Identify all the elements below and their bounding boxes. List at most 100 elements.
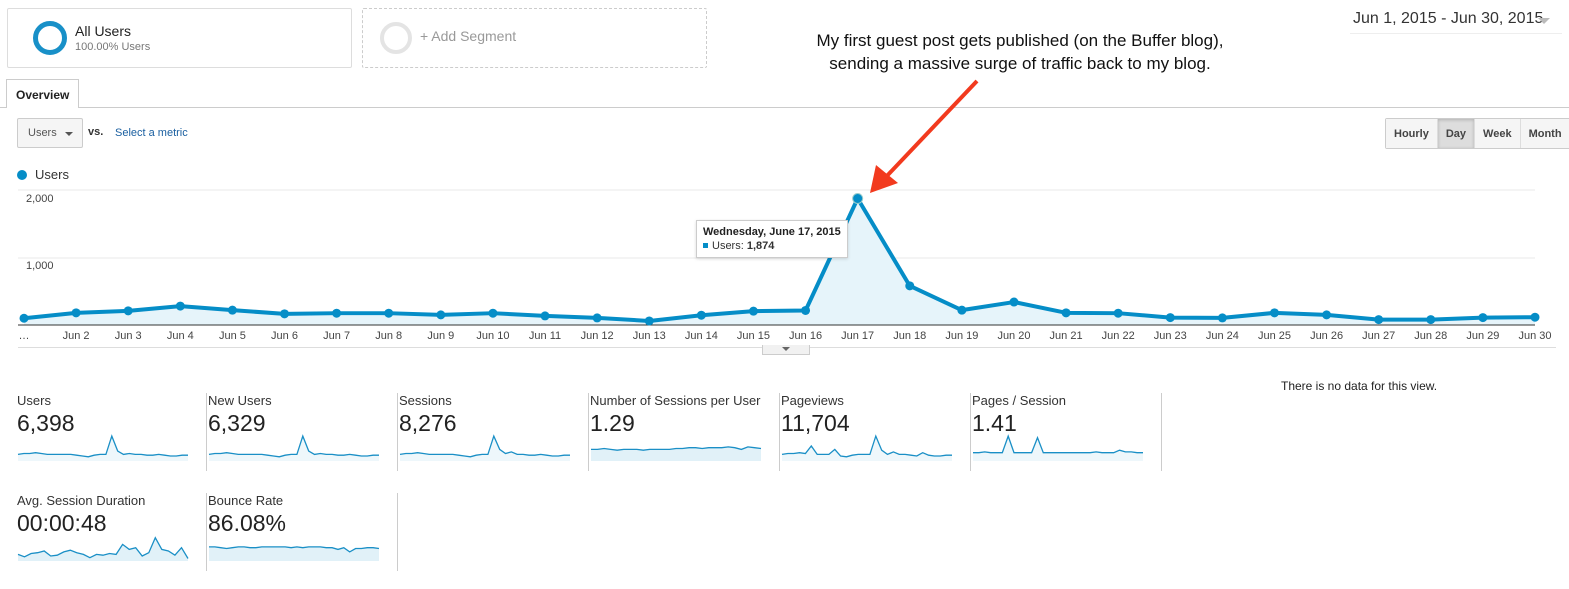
tooltip-value: 1,874 (746, 240, 775, 252)
sparkline (781, 434, 952, 461)
legend-dot-icon (17, 170, 27, 180)
x-tick-label: Jun 23 (1153, 330, 1187, 342)
x-tick-label: Jun 25 (1257, 330, 1291, 342)
y-tick-2000: 2,000 (26, 193, 54, 205)
granularity-hourly-button[interactable]: Hourly (1386, 119, 1438, 148)
sparkline (17, 434, 188, 461)
metric-dropdown-label: Users (28, 127, 57, 139)
scorecard-value: 6,329 (208, 410, 266, 436)
sparkline (973, 434, 1143, 461)
granularity-week-button[interactable]: Week (1475, 119, 1521, 148)
x-tick-label: Jun 2 (62, 330, 90, 342)
scorecard-pageviews[interactable]: Pageviews 11,704 (781, 393, 971, 471)
granularity-month-button[interactable]: Month (1520, 119, 1569, 148)
x-tick-label: Jun 5 (218, 330, 246, 342)
scorecard-label: Bounce Rate (208, 493, 284, 508)
tooltip-date: Wednesday, June 17, 2015 (703, 226, 841, 238)
scorecard-sessions[interactable]: Sessions 8,276 (399, 393, 589, 471)
x-tick-label: Jun 19 (945, 330, 979, 342)
chart-tooltip: Wednesday, June 17, 2015 Users: 1,874 (696, 220, 848, 258)
x-tick-label: Jun 24 (1205, 330, 1239, 342)
tooltip-value-row: Users: 1,874 (703, 240, 841, 252)
no-data-message: There is no data for this view. (1281, 379, 1438, 393)
tooltip-label: Users: (712, 240, 744, 252)
scorecard-new-users[interactable]: New Users 6,329 (208, 393, 398, 471)
tab-divider (0, 107, 1569, 108)
x-tick-label: Jun 8 (375, 330, 403, 342)
chevron-down-icon (782, 347, 790, 351)
scorecard-avg-session-duration[interactable]: Avg. Session Duration 00:00:48 (17, 493, 207, 571)
sparkline (209, 546, 380, 561)
x-tick-label: Jun 6 (271, 330, 298, 342)
x-tick-label: Jun 4 (166, 330, 194, 342)
x-tick-label: Jun 9 (427, 330, 455, 342)
scorecard-bounce-rate[interactable]: Bounce Rate 86.08% (208, 493, 398, 571)
x-tick-label: Jun 22 (1101, 330, 1135, 342)
sparkline (208, 434, 379, 461)
scorecard-label: Number of Sessions per User (590, 393, 761, 408)
add-segment-button[interactable]: + Add Segment (362, 8, 707, 68)
metric-dropdown[interactable]: Users (17, 118, 83, 148)
scorecard-value: 1.41 (972, 410, 1017, 436)
sparkline (591, 446, 762, 461)
add-segment-label: + Add Segment (420, 28, 517, 44)
scorecard-label: Users (17, 393, 51, 408)
x-tick-label: Jun 7 (323, 330, 351, 342)
x-tick-label: Jun 17 (841, 330, 875, 342)
x-axis-labels: … Jun 2 Jun 3 Jun 4 Jun 5 Jun 6 Jun 7 Jun 8 Jun … (0, 330, 1569, 344)
x-tick-label: Jun 11 (528, 330, 562, 342)
sparkline (17, 536, 189, 561)
segment-percentage: 100.00% Users (75, 41, 151, 53)
scorecard-label: Pageviews (781, 393, 844, 408)
x-tick-label: Jun 29 (1466, 330, 1500, 342)
chevron-down-icon (1538, 18, 1550, 24)
legend-label: Users (35, 167, 69, 182)
x-tick-label: Jun 27 (1362, 330, 1396, 342)
scorecard-value: 11,704 (781, 410, 850, 436)
x-tick-label: Jun 13 (632, 330, 666, 342)
annotation-arrow-icon (870, 79, 979, 193)
scorecard-value: 1.29 (590, 410, 635, 436)
scorecard-value: 86.08% (208, 510, 287, 536)
chart-collapse-toggle[interactable] (762, 345, 810, 355)
granularity-toggle: Hourly Day Week Month (1385, 118, 1569, 149)
chevron-down-icon (65, 132, 73, 136)
scorecard-users[interactable]: Users 6,398 (17, 393, 207, 471)
users-line-chart[interactable] (0, 180, 1569, 340)
x-tick-label: Jun 20 (997, 330, 1031, 342)
scorecard-value: 00:00:48 (17, 510, 107, 536)
vs-label: vs. (88, 126, 104, 138)
x-tick-label: Jun 15 (736, 330, 770, 342)
scorecard-label: Pages / Session (972, 393, 1066, 408)
x-tick-label: Jun 3 (114, 330, 142, 342)
scorecard-label: Sessions (399, 393, 452, 408)
scorecard-pages-session[interactable]: Pages / Session 1.41 (972, 393, 1162, 471)
date-range-picker[interactable]: Jun 1, 2015 - Jun 30, 2015 (1350, 10, 1562, 34)
segment-name: All Users (75, 23, 132, 39)
x-tick-label: Jun 10 (476, 330, 510, 342)
granularity-day-button[interactable]: Day (1437, 119, 1476, 148)
tab-overview[interactable]: Overview (6, 79, 79, 108)
annotation-text: My first guest post gets published (on t… (760, 29, 1280, 75)
scorecard-number-of-sessions-per-user[interactable]: Number of Sessions per User 1.29 (590, 393, 780, 471)
segment-all-users[interactable]: All Users 100.00% Users (7, 8, 352, 68)
x-tick-label: Jun 18 (893, 330, 927, 342)
annotation-line-1: My first guest post gets published (on t… (816, 31, 1224, 50)
segment-ring-icon (33, 21, 67, 55)
chart-legend: Users (17, 167, 69, 182)
scorecard-label: Avg. Session Duration (17, 493, 146, 508)
x-tick-label: Jun 14 (684, 330, 718, 342)
annotation-line-2: sending a massive surge of traffic back … (829, 54, 1211, 73)
x-tick-label: Jun 26 (1310, 330, 1344, 342)
scorecard-value: 6,398 (17, 410, 75, 436)
select-metric-link[interactable]: Select a metric (115, 127, 188, 139)
scorecard-value: 8,276 (399, 410, 457, 436)
x-tick-label: Jun 28 (1414, 330, 1448, 342)
x-tick-label: … (18, 330, 30, 342)
x-tick-label: Jun 21 (1049, 330, 1083, 342)
x-tick-label: Jun 16 (789, 330, 823, 342)
scorecard-label: New Users (208, 393, 272, 408)
date-range-label: Jun 1, 2015 - Jun 30, 2015 (1353, 10, 1544, 27)
x-tick-label: Jun 30 (1518, 330, 1552, 342)
sparkline (399, 434, 570, 461)
